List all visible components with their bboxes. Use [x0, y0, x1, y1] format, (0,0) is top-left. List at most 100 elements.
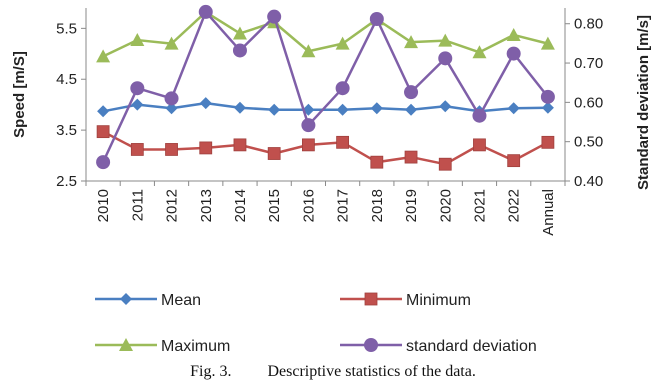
x-tick-label: 2016 [300, 189, 317, 222]
data-point [96, 125, 110, 139]
y-tick-label-right: 0.60 [574, 94, 603, 111]
data-point [164, 36, 179, 50]
data-point [506, 46, 521, 61]
data-point [370, 155, 384, 169]
data-point [97, 105, 110, 118]
x-tick-label: 2019 [403, 189, 420, 222]
series-minimum [96, 125, 555, 171]
data-point [233, 138, 247, 152]
data-point [404, 85, 419, 100]
data-point [438, 157, 452, 171]
data-point [130, 143, 144, 156]
data-point [336, 103, 349, 116]
legend-marker [364, 338, 378, 352]
data-point [540, 36, 555, 50]
legend-item: standard deviation [340, 338, 537, 355]
legend-marker [120, 293, 132, 305]
x-tick-label: 2015 [266, 189, 283, 222]
y-tick-label-right: 0.50 [574, 134, 603, 151]
x-tick-label: 2020 [437, 189, 454, 222]
legend-label: Minimum [406, 292, 471, 309]
data-point [369, 12, 384, 27]
x-tick-label: 2022 [506, 189, 523, 222]
data-point [404, 35, 419, 49]
data-point [438, 33, 453, 47]
data-point [439, 100, 452, 113]
y-tick-label-left: 5.5 [56, 20, 77, 37]
series-line [101, 10, 549, 163]
data-point [232, 43, 247, 58]
data-point [130, 33, 145, 47]
data-point [335, 36, 350, 50]
x-tick-label: 2011 [129, 189, 146, 221]
data-point [165, 102, 178, 115]
series-standard-deviation [96, 4, 555, 170]
y-tick-label-left: 3.5 [56, 122, 77, 139]
y-tick-label-left: 2.5 [56, 173, 77, 190]
x-tick-label: 2010 [95, 189, 112, 222]
data-point [507, 102, 520, 115]
data-point [405, 103, 418, 116]
legend-item: Mean [95, 292, 201, 309]
series-line [102, 10, 549, 58]
x-tick-label: 2014 [232, 189, 249, 222]
x-tick-label: 2021 [471, 189, 488, 222]
data-point [301, 118, 316, 133]
legend-label: Maximum [161, 338, 230, 355]
legend-item: Maximum [95, 338, 230, 355]
figure-caption: Fig. 3. Descriptive statistics of the dat… [0, 363, 666, 381]
data-point [540, 89, 555, 104]
x-tick-label: 2018 [369, 189, 386, 222]
data-point [199, 141, 213, 155]
y-tick-label-right: 0.70 [574, 55, 603, 72]
legend: Mean Minimum Maximum standard deviation [95, 292, 537, 355]
x-tick-label: Annual [540, 189, 557, 236]
data-point [232, 26, 247, 40]
series-maximum [96, 5, 555, 63]
data-point [165, 143, 178, 156]
legend-marker [119, 338, 133, 351]
data-point [541, 135, 555, 149]
x-tick-label: 2013 [198, 189, 215, 222]
legend-label: standard deviation [406, 338, 537, 355]
data-point [268, 103, 281, 116]
data-point [198, 4, 213, 19]
legend-item: Minimum [340, 292, 471, 309]
data-point [335, 81, 350, 96]
data-point [404, 150, 418, 164]
data-point [507, 154, 521, 168]
data-point [301, 138, 315, 152]
series-line [102, 101, 548, 113]
data-point [541, 101, 554, 114]
data-point [199, 97, 212, 110]
legend-marker [364, 292, 378, 306]
chart: 2.5 3.5 4.5 5.5 0.40 0.50 0.60 0.70 0.80 2010 2011… [11, 4, 652, 355]
data-point [506, 27, 521, 41]
x-tick-label: 2017 [335, 189, 352, 222]
legend-label: Mean [161, 292, 201, 309]
y-axis-title-left: Speed [m/S] [11, 51, 28, 138]
y-tick-label-right: 0.80 [574, 16, 603, 33]
data-point [131, 98, 144, 111]
series-layer [96, 4, 555, 171]
data-point [370, 102, 383, 115]
y-tick-label-left: 4.5 [56, 71, 77, 88]
data-point [438, 51, 453, 66]
data-point [472, 45, 487, 59]
y-tick-label-right: 0.40 [574, 173, 603, 190]
data-point [267, 147, 281, 160]
data-point [336, 135, 350, 149]
x-tick-label: 2012 [164, 189, 181, 222]
y-axis-title-right: Standard deviation [m/s] [635, 15, 652, 190]
caption-text: Descriptive statistics of the data. [267, 363, 476, 380]
data-point [473, 138, 486, 152]
data-point [472, 108, 487, 123]
axes: 2.5 3.5 4.5 5.5 0.40 0.50 0.60 0.70 0.80 2010 2011… [11, 8, 652, 236]
data-point [96, 155, 111, 170]
caption-label: Fig. 3. [190, 363, 232, 380]
data-point [164, 91, 179, 106]
data-point [301, 44, 316, 58]
data-point [96, 49, 111, 63]
data-point [267, 9, 282, 24]
data-point [130, 81, 145, 96]
